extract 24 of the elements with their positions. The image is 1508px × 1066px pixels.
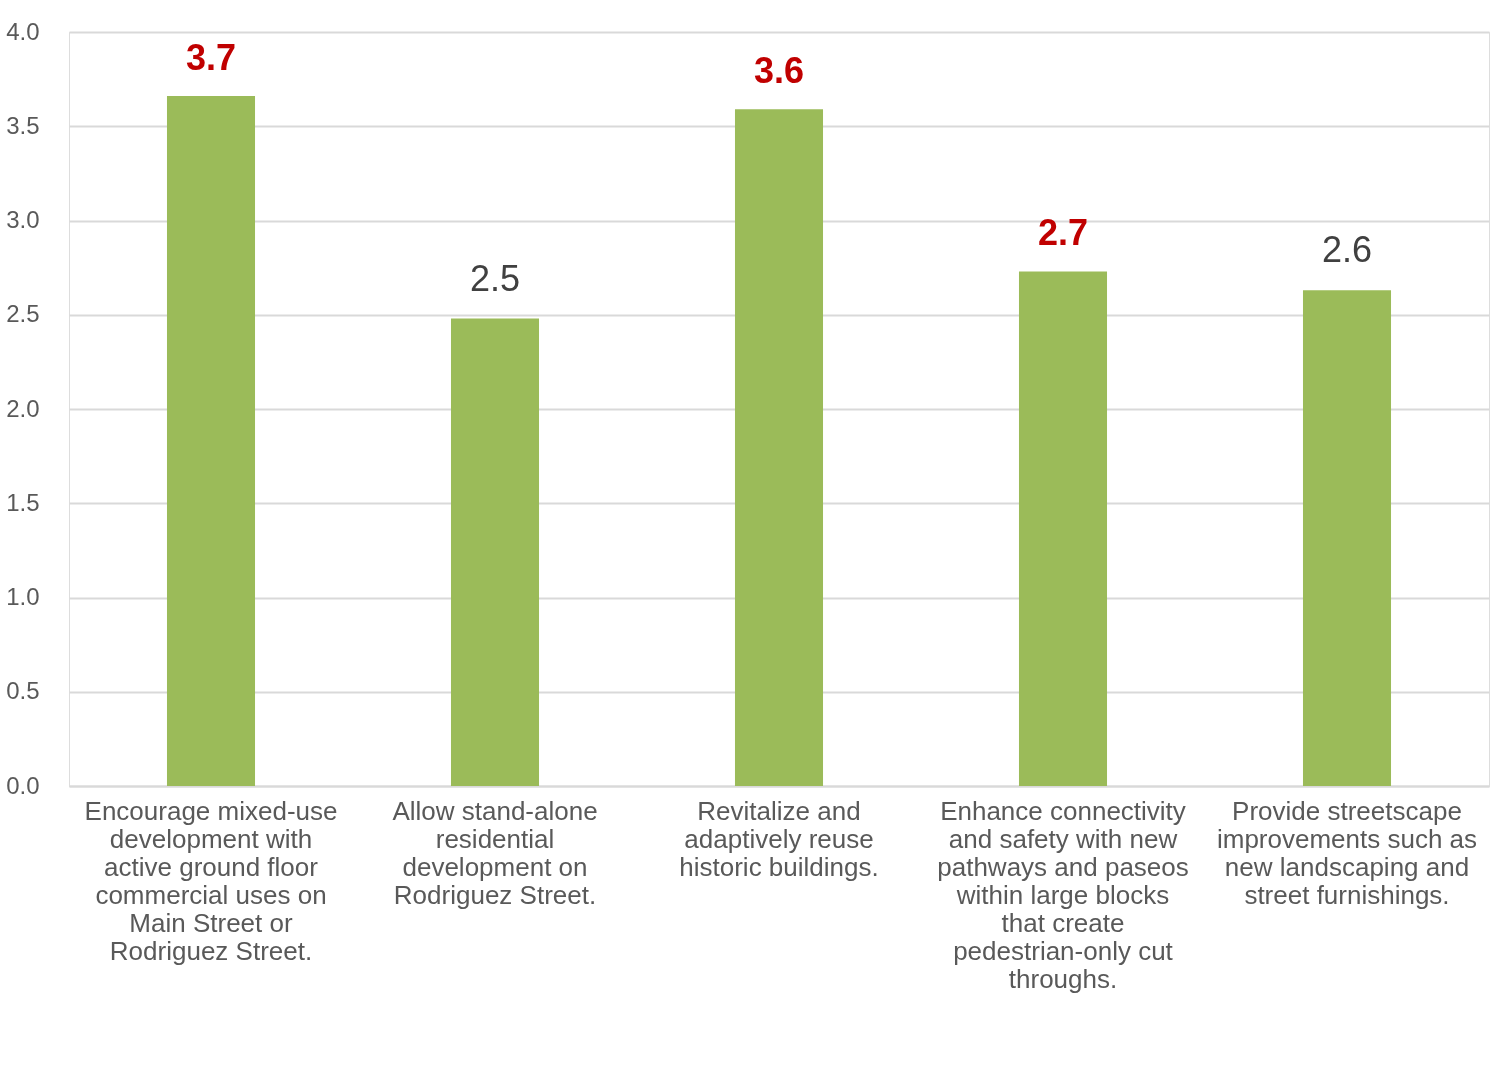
y-tick-label: 2.0 [6, 394, 40, 422]
bar [1018, 271, 1108, 786]
annotation: 2.7 [1037, 212, 1089, 254]
data-label: 2.6 [1321, 229, 1373, 271]
y-tick-label: 0.0 [6, 771, 40, 799]
y-tick-label: 2.5 [6, 300, 40, 328]
y-tick-label: 3.0 [6, 206, 40, 233]
y-tick-label: 0.5 [6, 677, 40, 705]
bar [1302, 290, 1392, 786]
x-tick-label: Enhance connectivity and safety with new pathways and paseos within large blocks that create pedestrian-only cut throughs. [937, 795, 1189, 994]
x-tick-label: Provide streetscape improvements such as new landscaping and street furnishings. [1216, 795, 1478, 910]
data-label: 2.5 [469, 257, 521, 299]
y-tick-label: 1.5 [6, 488, 40, 516]
bar [450, 318, 540, 786]
x-tick-label: Revitalize and adaptively reuse historic buildings. [679, 795, 879, 882]
bar [734, 109, 824, 786]
annotation: 3.6 [753, 50, 805, 92]
bar [166, 96, 256, 786]
y-tick-label: 4.0 [6, 17, 40, 45]
x-tick-label: Allow stand-alone residential development on Rodriguez Street. [392, 795, 598, 910]
x-tick-label: Encourage mixed-use development with active ground floor commercial uses on Main Street or Rodriguez Street. [84, 795, 338, 966]
annotation: 3.7 [185, 37, 237, 79]
y-tick-label: 1.0 [6, 583, 40, 610]
y-tick-label: 3.5 [6, 111, 40, 139]
